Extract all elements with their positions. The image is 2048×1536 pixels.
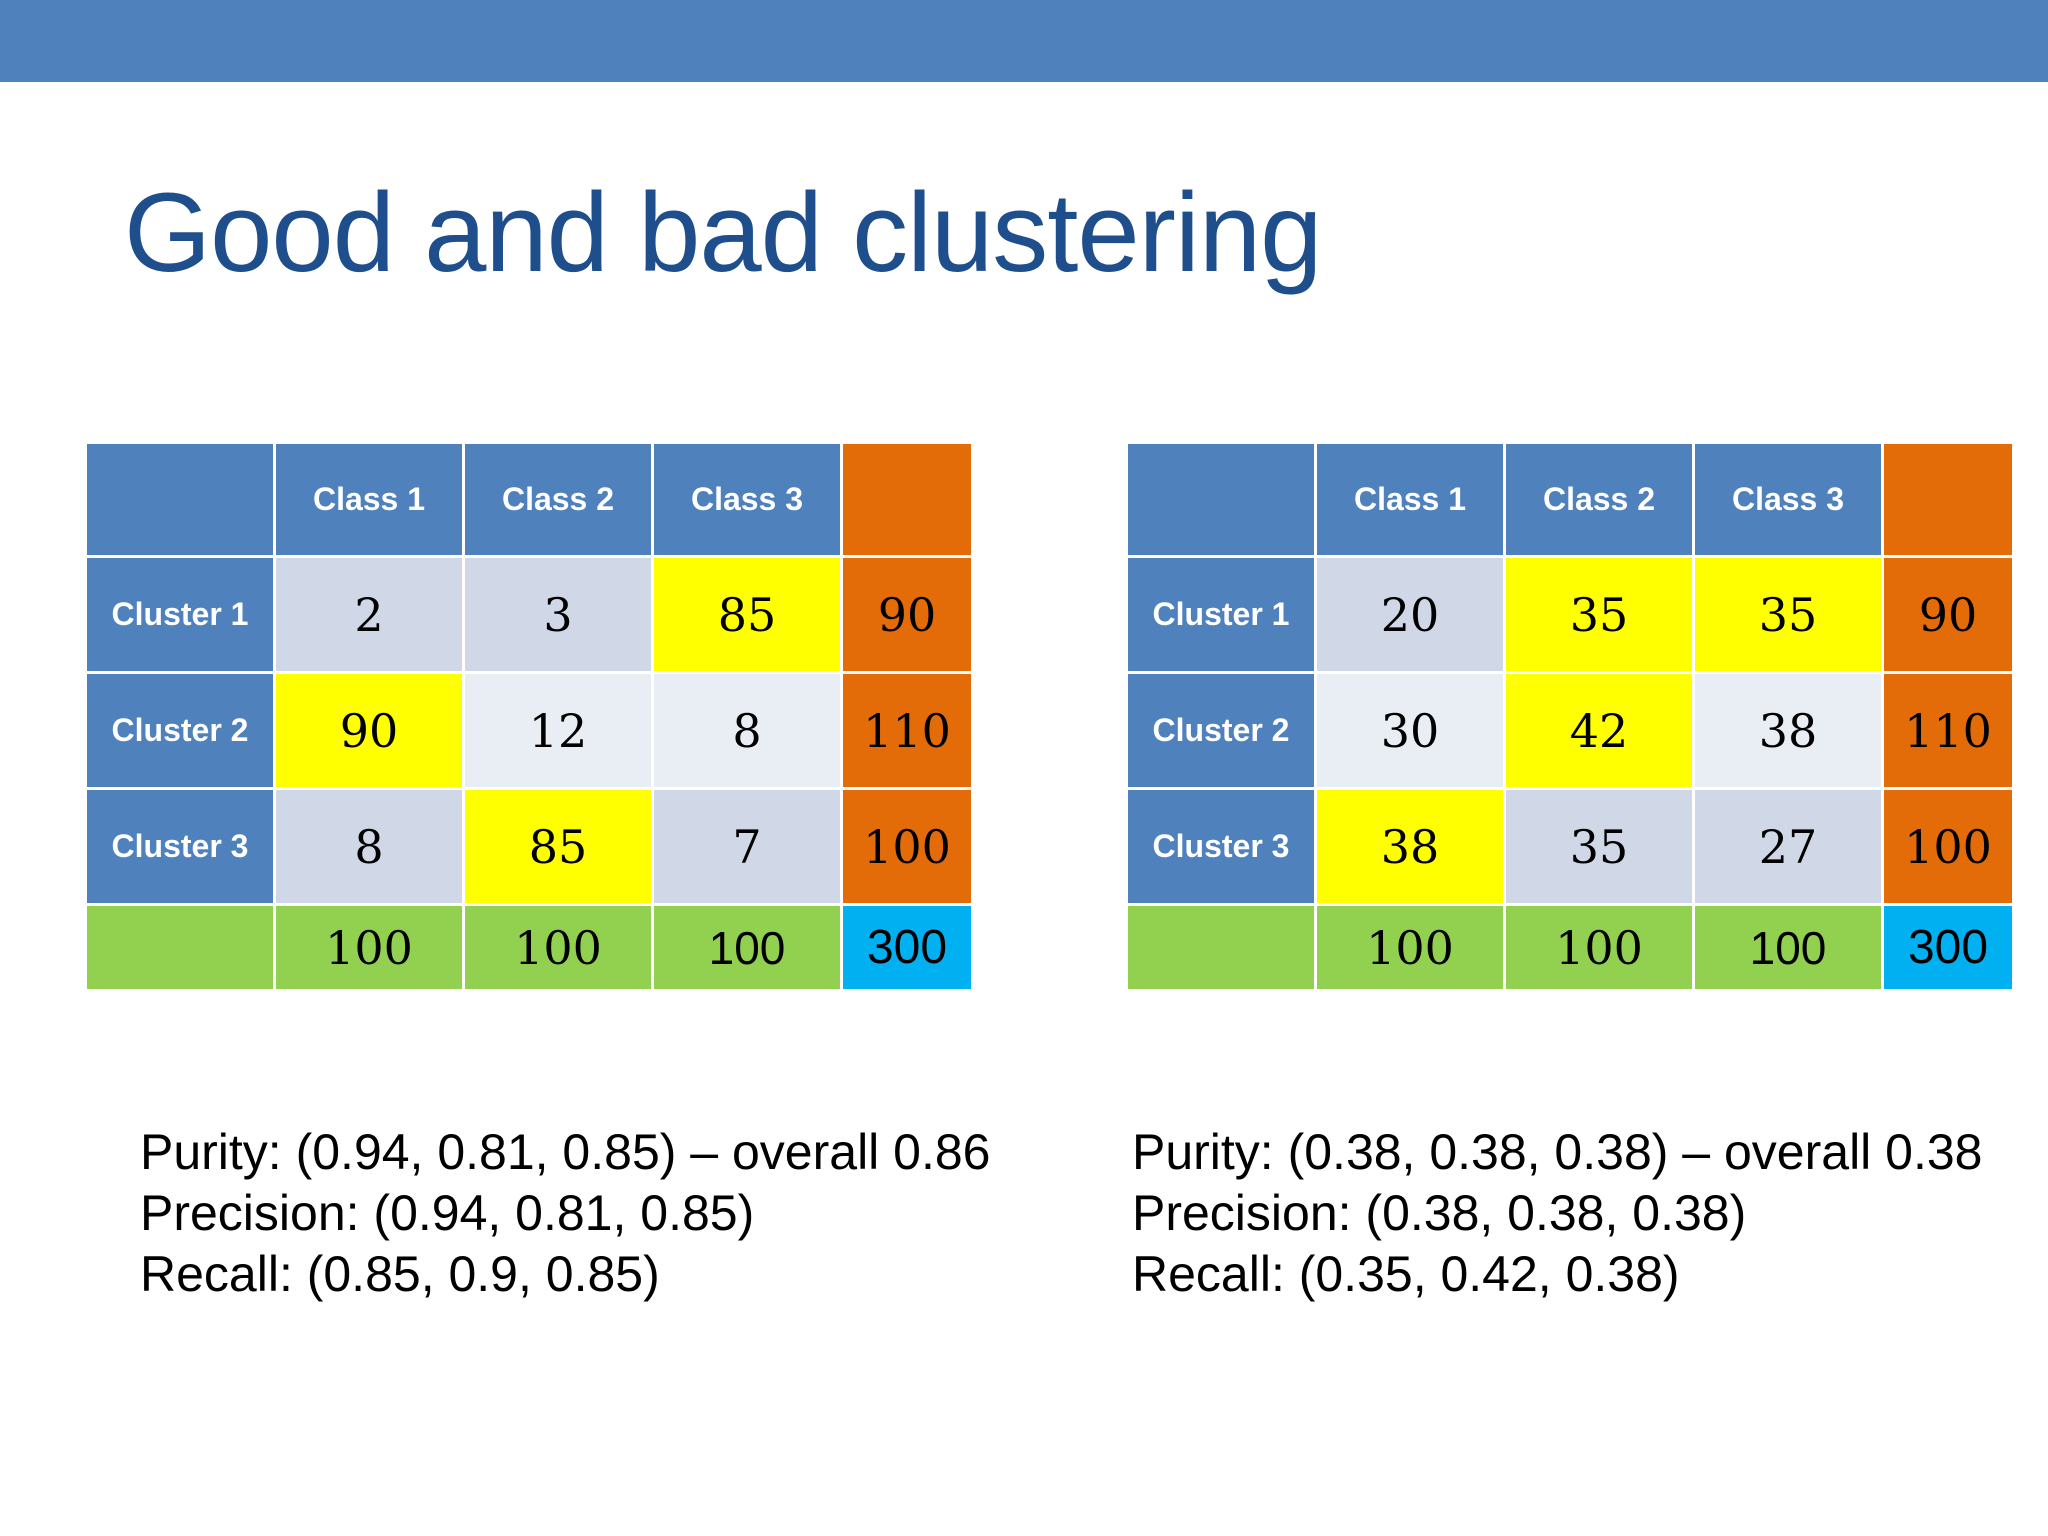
table-row: Cluster 2 90 12 8 110: [84, 671, 974, 790]
column-header: Class 2: [1503, 441, 1695, 558]
column-header: Class 3: [1692, 441, 1884, 558]
column-total-cell: 100: [651, 903, 843, 992]
column-header: Class 1: [273, 441, 465, 558]
column-total-cell: 100: [462, 903, 654, 992]
count-cell: 20: [1314, 555, 1506, 674]
row-total-cell: 100: [1881, 787, 2015, 906]
column-total-cell: 100: [273, 903, 465, 992]
count-cell: 8: [651, 671, 843, 790]
row-header: Cluster 1: [1125, 555, 1317, 674]
row-header: Cluster 3: [1125, 787, 1317, 906]
total-header-cell: [1881, 441, 2015, 558]
grand-total-cell: 300: [1881, 903, 2015, 992]
count-cell: 7: [651, 787, 843, 906]
grand-total-cell: 300: [840, 903, 974, 992]
row-total-cell: 90: [1881, 555, 2015, 674]
table-row: Cluster 2 30 42 38 110: [1125, 671, 2015, 790]
table-row: Cluster 3 38 35 27 100: [1125, 787, 2015, 906]
table-header-row: Class 1 Class 2 Class 3: [84, 441, 974, 558]
count-cell: 38: [1692, 671, 1884, 790]
table-row: Cluster 1 2 3 85 90: [84, 555, 974, 674]
contingency-table-bad: Class 1 Class 2 Class 3 Cluster 1 20 35 …: [1125, 441, 2015, 992]
metrics-bad: Purity: (0.38, 0.38, 0.38) – overall 0.3…: [1132, 1122, 1983, 1305]
column-header: Class 2: [462, 441, 654, 558]
contingency-table-good: Class 1 Class 2 Class 3 Cluster 1 2 3 85…: [84, 441, 974, 992]
top-accent-bar: [0, 0, 2048, 82]
count-cell-highlighted: 85: [651, 555, 843, 674]
column-total-cell: 100: [1503, 903, 1695, 992]
precision-line: Precision: (0.94, 0.81, 0.85): [140, 1185, 755, 1241]
row-header: Cluster 2: [1125, 671, 1317, 790]
count-cell-highlighted: 42: [1503, 671, 1695, 790]
column-header: Class 3: [651, 441, 843, 558]
total-header-cell: [840, 441, 974, 558]
table-corner-cell: [84, 441, 276, 558]
recall-line: Recall: (0.35, 0.42, 0.38): [1132, 1246, 1680, 1302]
column-totals-row: 100 100 100 300: [84, 903, 974, 992]
row-total-cell: 90: [840, 555, 974, 674]
totals-label-cell: [1125, 903, 1317, 992]
count-cell-highlighted: 90: [273, 671, 465, 790]
totals-label-cell: [84, 903, 276, 992]
table-row: Cluster 3 8 85 7 100: [84, 787, 974, 906]
precision-line: Precision: (0.38, 0.38, 0.38): [1132, 1185, 1747, 1241]
count-cell: 3: [462, 555, 654, 674]
column-totals-row: 100 100 100 300: [1125, 903, 2015, 992]
table-header-row: Class 1 Class 2 Class 3: [1125, 441, 2015, 558]
table-row: Cluster 1 20 35 35 90: [1125, 555, 2015, 674]
column-header: Class 1: [1314, 441, 1506, 558]
recall-line: Recall: (0.85, 0.9, 0.85): [140, 1246, 660, 1302]
count-cell: 27: [1692, 787, 1884, 906]
count-cell-highlighted: 85: [462, 787, 654, 906]
count-cell: 8: [273, 787, 465, 906]
count-cell: 30: [1314, 671, 1506, 790]
purity-line: Purity: (0.38, 0.38, 0.38) – overall 0.3…: [1132, 1124, 1983, 1180]
row-header: Cluster 3: [84, 787, 276, 906]
table-corner-cell: [1125, 441, 1317, 558]
slide-title: Good and bad clustering: [124, 170, 1322, 295]
row-total-cell: 110: [840, 671, 974, 790]
count-cell: 2: [273, 555, 465, 674]
count-cell-highlighted: 38: [1314, 787, 1506, 906]
count-cell: 12: [462, 671, 654, 790]
row-header: Cluster 2: [84, 671, 276, 790]
count-cell: 35: [1503, 787, 1695, 906]
metrics-good: Purity: (0.94, 0.81, 0.85) – overall 0.8…: [140, 1122, 991, 1305]
row-header: Cluster 1: [84, 555, 276, 674]
count-cell-highlighted: 35: [1692, 555, 1884, 674]
row-total-cell: 110: [1881, 671, 2015, 790]
column-total-cell: 100: [1692, 903, 1884, 992]
count-cell-highlighted: 35: [1503, 555, 1695, 674]
row-total-cell: 100: [840, 787, 974, 906]
column-total-cell: 100: [1314, 903, 1506, 992]
purity-line: Purity: (0.94, 0.81, 0.85) – overall 0.8…: [140, 1124, 991, 1180]
